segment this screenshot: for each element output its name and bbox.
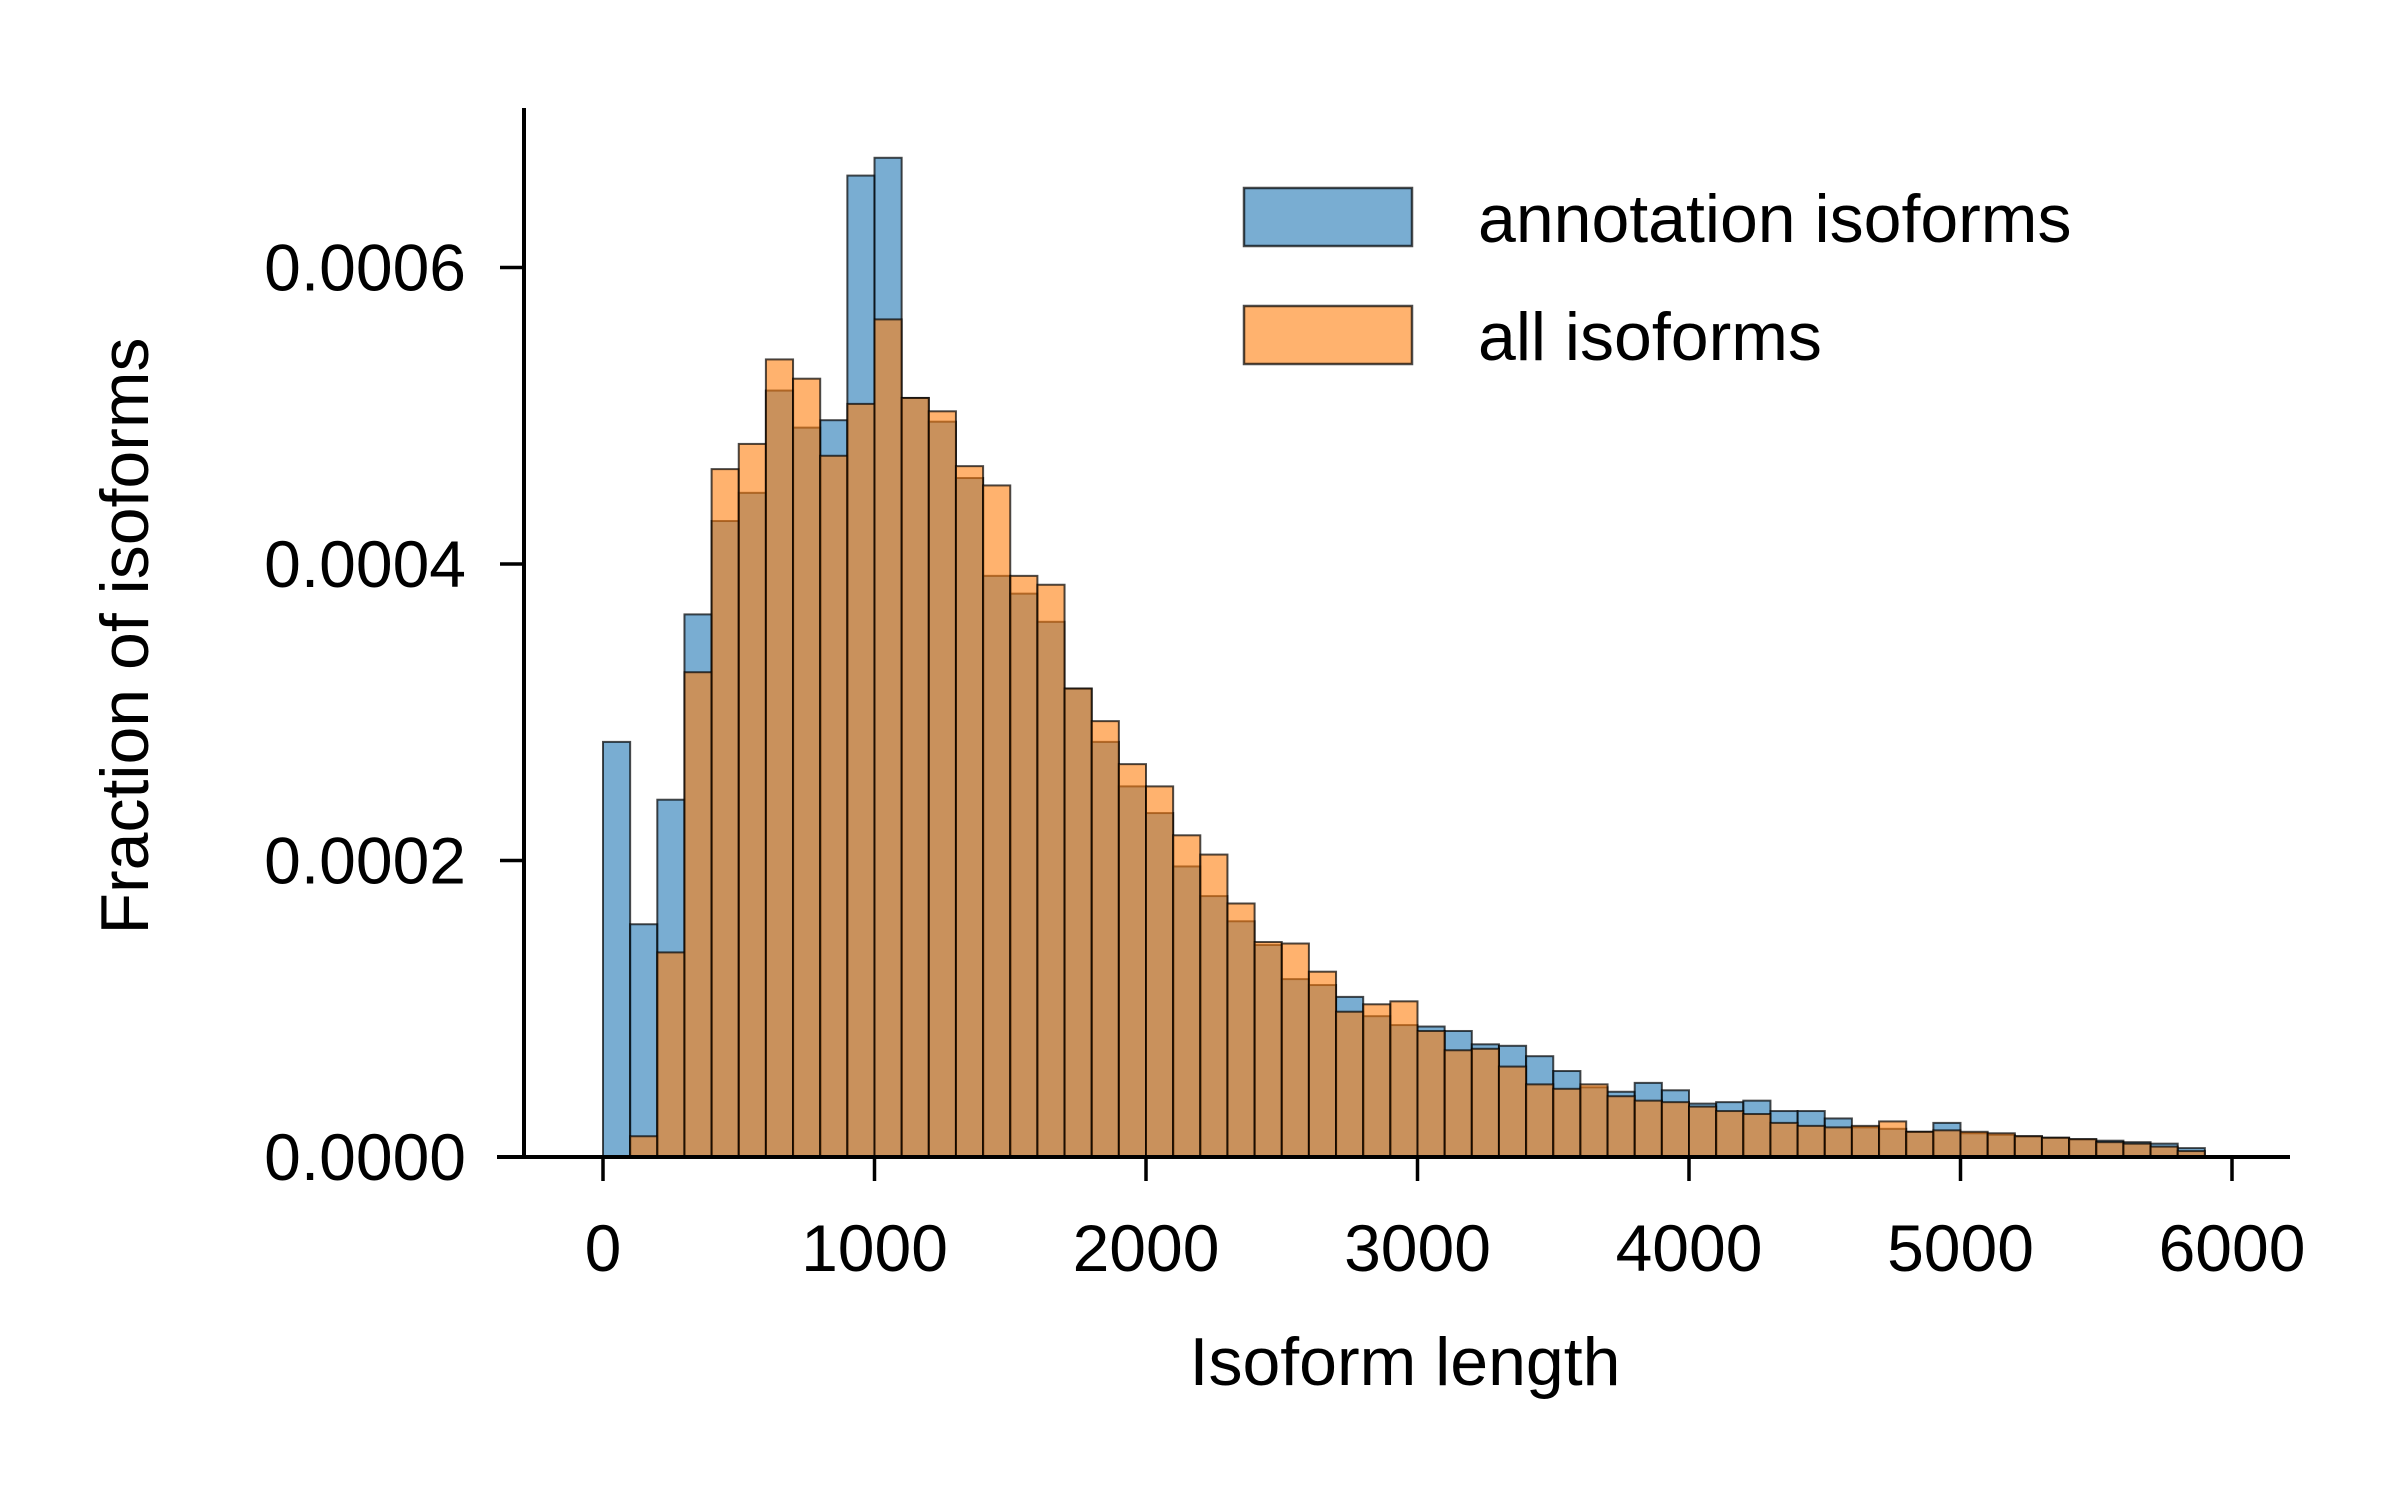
all-isoforms-bar [1606,1095,1636,1158]
all-isoforms-bar [1850,1124,1881,1158]
all-isoforms-bar [1878,1120,1908,1159]
x-tick-label: 2000 [1073,1211,1220,1285]
all-isoforms-bar [2040,1136,2071,1158]
all-isoforms-bar [954,465,985,1158]
all-isoforms-bar [1307,970,1338,1158]
all-isoforms-bar [1036,583,1066,1158]
all-isoforms-bar [819,454,849,1158]
all-isoforms-bar [900,396,930,1158]
all-isoforms-bar [1226,902,1256,1158]
x-tick-label: 1000 [801,1211,948,1285]
all-isoforms-bar [792,377,822,1158]
all-isoforms-bar [2095,1141,2125,1159]
legend-label-annotation-isoforms: annotation isoforms [1478,181,2071,257]
y-axis-label: Fraction of isoforms [87,337,163,934]
all-isoforms-bar [737,442,767,1159]
all-isoforms-bar [1796,1124,1826,1158]
all-isoforms-bar [1579,1083,1609,1158]
all-isoforms-bar [2068,1138,2098,1158]
all-isoforms-bar [1280,942,1310,1159]
all-isoforms-bar [1389,1000,1419,1159]
all-isoforms-bar [1660,1101,1690,1159]
all-isoforms-bar [1199,853,1229,1158]
all-isoforms-bar [1688,1105,1718,1158]
legend-swatch-annotation-isoforms [1242,186,1414,248]
x-tick-label: 3000 [1344,1211,1491,1285]
series-all-isoforms-bars [629,318,2206,1159]
all-isoforms-bar [1362,1003,1392,1158]
all-isoforms-bar [982,484,1012,1158]
all-isoforms-bar [629,1135,659,1158]
all-isoforms-bar [1905,1130,1935,1159]
all-isoforms-bar [764,358,795,1159]
all-isoforms-bar [873,318,903,1158]
x-tick-label: 0 [585,1211,622,1285]
all-isoforms-bar [1742,1113,1772,1159]
all-isoforms-bar [1633,1099,1663,1159]
all-isoforms-bar [1172,834,1202,1158]
all-isoforms-bar [1552,1087,1582,1159]
all-isoforms-bar [1823,1126,1853,1158]
all-isoforms-bar [927,410,957,1158]
all-isoforms-bar [1009,574,1039,1158]
all-isoforms-bar [1253,941,1283,1158]
annotation-isoforms-bar [629,923,659,1158]
all-isoforms-bar [710,468,740,1158]
all-isoforms-bar [656,951,686,1158]
all-isoforms-bar [1443,1049,1473,1159]
all-isoforms-bar [1525,1083,1555,1158]
all-isoforms-bar [1063,687,1093,1159]
legend-swatch-all-isoforms [1242,304,1414,366]
legend: annotation isoforms all isoforms [1242,181,2071,375]
y-tick-label: 0.0002 [264,824,466,898]
x-tick-label: 5000 [1887,1211,2034,1285]
y-tick-label: 0.0004 [264,527,466,601]
legend-label-all-isoforms: all isoforms [1478,299,1822,375]
all-isoforms-bar [1335,1010,1365,1158]
all-isoforms-bar [1986,1132,2016,1159]
all-isoforms-bar [846,402,876,1158]
all-isoforms-bar [2122,1142,2152,1159]
all-isoforms-bar [2013,1135,2043,1158]
all-isoforms-bar [1497,1065,1528,1158]
all-isoforms-bar [1715,1110,1745,1159]
y-axis-ticks: 0.0000 0.0002 0.0004 0.0006 [264,231,524,1194]
all-isoforms-bar [1090,720,1120,1158]
all-isoforms-bar [1145,785,1175,1159]
x-tick-label: 6000 [2159,1211,2306,1285]
all-isoforms-bar [683,671,713,1158]
x-tick-label: 4000 [1616,1211,1763,1285]
all-isoforms-bar [1470,1047,1500,1159]
all-isoforms-bar [1932,1129,1962,1158]
all-isoforms-bar [1416,1029,1446,1158]
y-tick-label: 0.0000 [264,1120,466,1194]
y-tick-label: 0.0006 [264,231,466,305]
x-axis-ticks: 0 1000 2000 3000 4000 5000 6000 [585,1157,2306,1285]
all-isoforms-bar [1959,1130,1989,1159]
x-axis-label: Isoform length [1190,1324,1621,1400]
all-isoforms-bar [1769,1121,1799,1159]
annotation-isoforms-bar [602,740,632,1159]
all-isoforms-bar [1117,763,1147,1158]
